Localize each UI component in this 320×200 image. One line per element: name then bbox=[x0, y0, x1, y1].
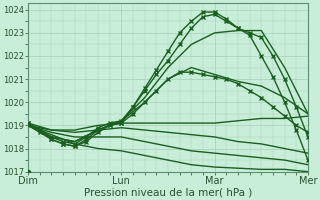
X-axis label: Pression niveau de la mer( hPa ): Pression niveau de la mer( hPa ) bbox=[84, 187, 252, 197]
